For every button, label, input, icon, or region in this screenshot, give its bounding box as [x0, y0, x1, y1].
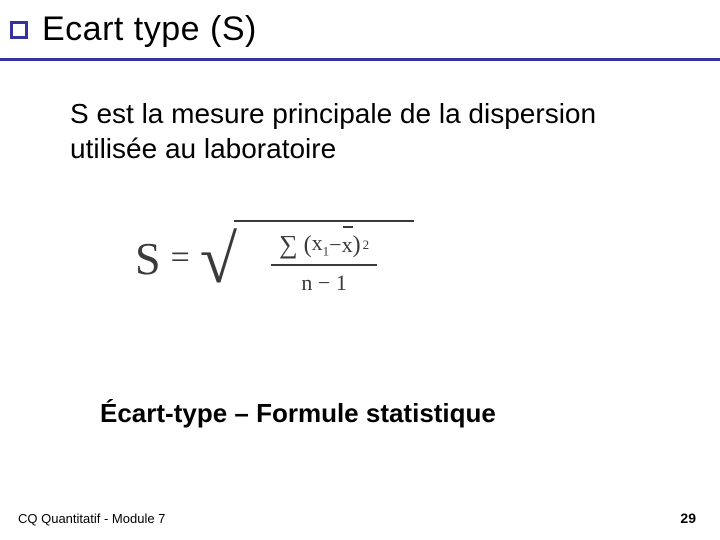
- slide-title: Ecart type (S): [42, 10, 257, 49]
- rparen: ): [353, 232, 361, 259]
- formula: S = √ ∑ ( x1 − x ) 2 n −: [135, 220, 414, 296]
- slide-number: 29: [680, 510, 696, 526]
- square-root: √ ∑ ( x1 − x ) 2 n − 1: [200, 220, 414, 296]
- numerator: ∑ ( x1 − x ) 2: [273, 228, 375, 264]
- title-underline: [0, 58, 720, 61]
- subtitle: Écart-type – Formule statistique: [100, 398, 496, 429]
- minus: −: [329, 232, 341, 258]
- formula-lhs: S: [135, 232, 161, 285]
- radical-icon: √: [200, 234, 237, 285]
- denominator: n − 1: [271, 264, 376, 296]
- x-bar: x: [342, 232, 353, 258]
- title-bullet-icon: [10, 21, 28, 39]
- x1: x1: [312, 230, 330, 259]
- sigma-icon: ∑: [279, 230, 298, 260]
- lparen: (: [304, 232, 312, 259]
- fraction: ∑ ( x1 − x ) 2 n − 1: [244, 228, 404, 296]
- formula-equals: =: [171, 239, 190, 277]
- squared: 2: [363, 237, 370, 253]
- title-bar: Ecart type (S): [0, 0, 720, 49]
- footer-left: CQ Quantitatif - Module 7: [18, 511, 165, 526]
- body-text: S est la mesure principale de la dispers…: [70, 96, 660, 166]
